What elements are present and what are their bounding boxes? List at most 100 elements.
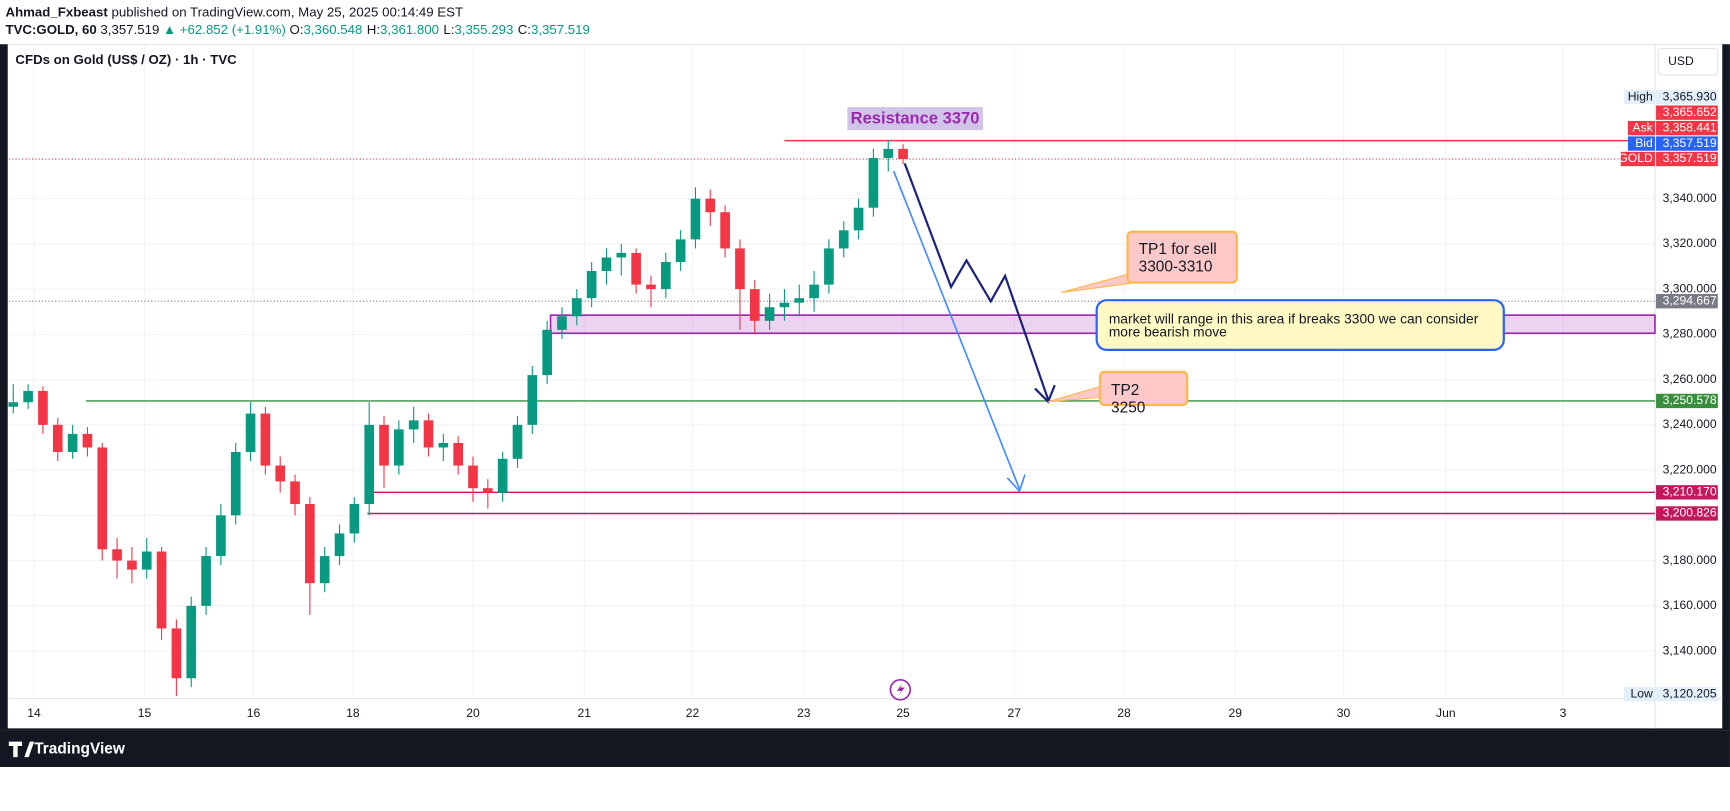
price-tag	[1656, 506, 1718, 521]
price-tag	[1656, 120, 1718, 136]
candle-body	[586, 271, 597, 299]
candle-body	[408, 420, 419, 430]
price-label: 3,120.205	[1663, 686, 1717, 700]
price-tag	[1656, 294, 1718, 309]
candle-body	[720, 212, 730, 249]
price-tag-label: High	[1628, 89, 1653, 103]
price-tag	[1656, 105, 1718, 120]
candle-body	[38, 390, 48, 425]
quote-line: TVC:GOLD, 60 3,357.519 ▲ +62.852 (+1.91%…	[6, 22, 595, 37]
brand: TradingView	[34, 740, 126, 757]
candle-body	[646, 284, 656, 290]
ohlc-label: L:	[443, 22, 455, 38]
price-label: 3,365.652	[1663, 105, 1717, 119]
candle-body	[675, 239, 686, 262]
chart: 3,140.0003,160.0003,180.0003,200.0003,22…	[0, 44, 1730, 768]
x-tick-label: 21	[577, 706, 591, 720]
price-label: 3,365.930	[1663, 89, 1717, 103]
chart-pane	[7, 44, 1723, 729]
header: Ahmad_Fxbeast published on TradingView.c…	[0, 0, 1730, 45]
price-tag	[1627, 120, 1655, 136]
candle-body	[245, 413, 256, 453]
tp1-callout: TP1 for sell 3300-3310	[1126, 230, 1238, 284]
candle-body	[8, 402, 19, 407]
candle-body	[23, 390, 33, 403]
y-tick-label: 3,240.000	[1663, 417, 1717, 431]
candle-body	[349, 504, 360, 534]
tp1-line: 3300-3310	[1138, 257, 1213, 275]
projection-path	[903, 162, 1050, 400]
candle-body	[334, 533, 345, 557]
candle-body	[779, 302, 790, 308]
range-note: market will range in this area if breaks…	[1095, 299, 1505, 351]
x-tick-label: 27	[1008, 706, 1022, 720]
price: 3,357.519	[100, 22, 160, 38]
arrow-head	[1006, 474, 1026, 493]
candle-body	[186, 605, 197, 679]
candle-body	[438, 442, 449, 448]
x-tick-label: 29	[1229, 706, 1243, 720]
candle-body	[868, 157, 879, 208]
candle-body	[290, 481, 300, 505]
candle-body	[794, 298, 805, 303]
x-tick-label: 23	[797, 706, 811, 720]
candle-body	[616, 252, 627, 258]
candle-body	[764, 307, 775, 321]
candle-body	[379, 424, 389, 466]
price-tag	[1620, 151, 1655, 167]
candle-body	[483, 488, 493, 493]
ohlc-value: 3,357.519	[530, 22, 590, 38]
candle-body	[542, 329, 552, 376]
x-tick-label: 18	[346, 706, 360, 720]
x-tick-label: 28	[1117, 706, 1131, 720]
candle-body	[527, 375, 538, 425]
price-label: 3,210.170	[1663, 485, 1717, 499]
resistance-label: Resistance 3370	[847, 107, 983, 131]
price-tag	[1624, 89, 1655, 105]
candle-body	[156, 551, 167, 629]
price-tag-label: Bid	[1635, 136, 1653, 150]
price-label: 3,250.578	[1663, 393, 1717, 407]
ohlc-label: C:	[517, 22, 531, 38]
published: published on TradingView.com, May 25, 20…	[111, 4, 464, 20]
candle-body	[883, 148, 894, 158]
price-label: 3,357.519	[1663, 136, 1717, 150]
candle-body	[305, 504, 315, 584]
candle-body	[838, 230, 849, 249]
price-tag	[1627, 136, 1655, 151]
candle-body	[216, 515, 226, 557]
candle-body	[512, 424, 523, 459]
change: ▲ +62.852 (+1.91%)	[163, 22, 286, 38]
candle-body	[749, 289, 760, 321]
price-tag	[1624, 686, 1655, 702]
y-tick-label: 3,180.000	[1663, 553, 1717, 567]
y-tick-label: 3,140.000	[1663, 643, 1717, 657]
price-label: 3,294.667	[1663, 293, 1717, 307]
ohlc-value: 3,361.800	[380, 22, 439, 38]
ohlc-value: 3,360.548	[303, 22, 363, 38]
candle-body	[824, 248, 834, 285]
price-tag-label: Ask	[1633, 120, 1654, 134]
y-tick-label: 3,260.000	[1663, 372, 1717, 386]
currency-button[interactable]	[1657, 48, 1719, 76]
candle-body	[898, 148, 908, 160]
candle-body	[319, 556, 330, 584]
price-tag	[1656, 136, 1718, 151]
price-label: 3,357.519	[1663, 151, 1717, 165]
ohlc-value: 3,355.293	[454, 22, 514, 38]
ohlc-label: H:	[366, 22, 381, 38]
x-tick-label: 14	[27, 706, 41, 720]
brand-logo	[8, 741, 35, 758]
symbol: TVC:GOLD, 60	[5, 22, 97, 38]
x-tick-label: 16	[247, 706, 261, 720]
candle-body	[557, 316, 567, 330]
y-tick-label: 3,160.000	[1663, 598, 1717, 612]
event-icon-bolt	[896, 683, 905, 697]
candle-body	[394, 429, 404, 466]
price-label: 3,358.441	[1663, 120, 1717, 134]
price-tag	[1656, 393, 1718, 409]
candle-body	[631, 252, 641, 285]
y-tick-label: 3,320.000	[1663, 236, 1717, 250]
tp1-line: TP1 for sell	[1138, 239, 1217, 258]
price-label: 3,200.826	[1663, 506, 1717, 520]
